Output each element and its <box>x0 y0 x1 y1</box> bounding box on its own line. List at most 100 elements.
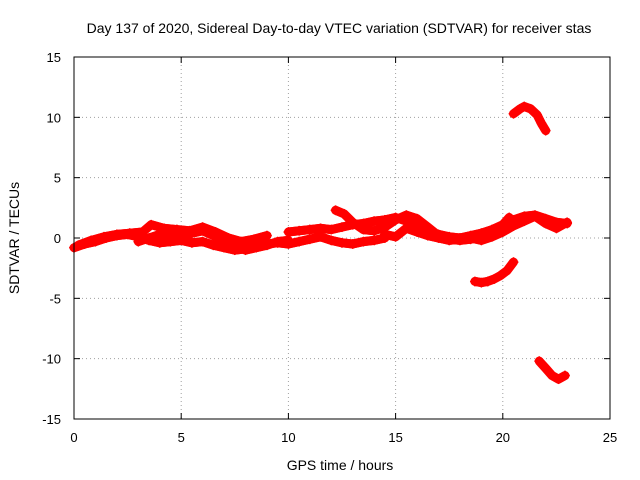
data-point-track-e <box>412 213 423 224</box>
data-point-track-e <box>504 212 515 223</box>
data-point-track-a <box>186 237 197 248</box>
data-point-track-g <box>532 109 543 120</box>
data-point-track-h <box>495 270 506 281</box>
data-point-track-d <box>304 224 315 235</box>
data-point-track-c <box>154 229 165 240</box>
data-point-track-h <box>508 257 519 268</box>
data-point-track-f <box>540 218 551 229</box>
data-point-track-h <box>502 265 513 276</box>
data-point-track-a <box>208 240 219 251</box>
data-point-track-a <box>347 239 358 250</box>
data-point-track-f <box>379 229 390 240</box>
data-point-track-c <box>165 231 176 242</box>
y-axis-title: SDTVAR / TECUs <box>6 182 22 294</box>
data-point-track-b <box>86 235 97 246</box>
data-point-track-e <box>347 217 358 228</box>
data-point-track-c <box>197 225 208 236</box>
tick-layer: 0 5 10 15 20 25 -15 -10 -5 0 5 10 15 <box>42 50 617 445</box>
data-point-track-g <box>519 101 530 112</box>
data-point-track-f <box>444 235 455 246</box>
data-point-track-c <box>176 230 187 241</box>
series-edge-upper-track-f <box>383 211 569 239</box>
data-point-track-b <box>124 228 135 239</box>
x-tick-label: 20 <box>496 430 510 445</box>
data-point-track-e <box>339 208 350 219</box>
x-axis-title: GPS time / hours <box>287 457 394 473</box>
data-point-track-g <box>525 103 536 114</box>
data-point-track-b <box>99 231 110 242</box>
data-point-track-f <box>487 231 498 242</box>
data-point-track-f <box>529 211 540 222</box>
chart-title: Day 137 of 2020, Sidereal Day-to-day VTE… <box>87 20 592 36</box>
series-edge-lower-track-f <box>383 217 569 245</box>
data-point-track-e <box>390 214 401 225</box>
series-band-track-b <box>73 220 272 250</box>
data-point-track-f <box>508 220 519 231</box>
data-point-track-g <box>508 108 519 119</box>
data-point-track-i <box>547 370 558 381</box>
data-point-track-c <box>144 233 155 243</box>
data-point-track-i <box>534 356 545 367</box>
data-point-track-b <box>111 229 122 240</box>
series-edge-upper-track-e <box>334 205 511 239</box>
data-point-track-e <box>358 224 369 235</box>
data-point-track-c <box>251 242 262 253</box>
data-point-track-c <box>272 236 283 247</box>
data-point-track-f <box>562 217 573 228</box>
data-point-track-c <box>219 235 230 246</box>
data-point-track-d <box>315 223 326 234</box>
data-point-track-h <box>476 277 487 288</box>
data-point-track-c <box>186 228 197 239</box>
data-point-track-b <box>249 234 260 245</box>
data-point-track-f <box>551 223 562 234</box>
y-tick-label: -5 <box>49 291 61 306</box>
data-point-track-b <box>146 219 157 230</box>
data-point-track-c <box>229 240 240 251</box>
y-tick-label: -10 <box>42 352 61 367</box>
data-point-track-i <box>540 363 551 374</box>
data-point-track-g <box>540 125 551 136</box>
y-tick-label: 15 <box>47 50 61 65</box>
y-tick-label: 0 <box>54 231 61 246</box>
data-point-track-e <box>330 205 341 216</box>
data-point-track-g <box>536 118 547 129</box>
x-tick-label: 10 <box>281 430 295 445</box>
data-point-track-e <box>369 225 380 236</box>
data-point-track-i <box>559 370 570 381</box>
data-point-track-a <box>337 237 347 248</box>
data-point-track-e <box>401 210 412 221</box>
data-point-track-d <box>337 222 347 233</box>
x-tick-label: 15 <box>388 430 402 445</box>
data-point-track-a <box>197 236 208 247</box>
series-edge-upper-track-b <box>76 220 269 244</box>
data-point-track-f <box>519 216 530 227</box>
data-point-track-f <box>412 226 423 237</box>
data-point-track-c <box>208 230 219 241</box>
data-point-track-h <box>482 276 493 287</box>
data-point-track-c <box>283 235 294 246</box>
data-point-track-e <box>422 222 433 233</box>
x-tick-label: 5 <box>178 430 185 445</box>
data-point-track-a <box>358 236 369 247</box>
data-point-track-f <box>390 231 401 242</box>
data-point-track-a <box>154 237 165 248</box>
y-tick-label: 5 <box>54 171 61 186</box>
series-layer <box>69 101 573 385</box>
data-point-track-f <box>476 235 487 246</box>
data-point-track-c <box>133 236 144 247</box>
data-point-track-h <box>469 276 480 287</box>
data-point-track-d <box>294 225 305 236</box>
data-point-track-b <box>137 226 148 237</box>
y-tick-label: -15 <box>42 412 61 427</box>
data-point-track-d <box>283 226 294 237</box>
data-point-track-a <box>304 234 315 245</box>
data-point-track-d <box>326 224 337 235</box>
data-point-track-f <box>454 234 465 245</box>
data-point-track-d <box>369 216 380 227</box>
data-point-track-a <box>315 231 326 242</box>
data-point-track-f <box>433 233 444 243</box>
data-point-track-b <box>73 240 84 251</box>
data-point-track-i <box>553 374 564 385</box>
